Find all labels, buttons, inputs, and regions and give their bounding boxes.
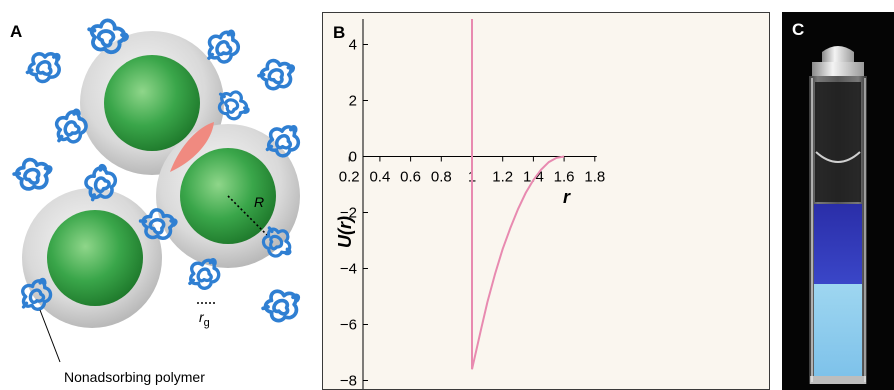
cuvette-headspace <box>815 82 861 202</box>
polymer-coil <box>25 52 61 84</box>
panel-a-letter: A <box>10 22 23 41</box>
y-tick-label: −8 <box>340 373 357 390</box>
radius-label: R <box>254 194 264 210</box>
x-tick-label: 0.2 <box>339 169 360 186</box>
x-tick-label: 1.8 <box>584 169 605 186</box>
radius-marker <box>227 195 269 237</box>
y-tick-label: −2 <box>340 205 357 222</box>
y-tick-label: 2 <box>349 93 357 110</box>
polymer-coil <box>9 153 54 197</box>
polymer-caption: Nonadsorbing polymer <box>64 369 205 385</box>
y-tick-label: −4 <box>340 261 357 278</box>
y-ticks: 4 2 0 −2 −4 −6 −8 <box>340 37 368 390</box>
colloid-rich-phase <box>814 284 862 376</box>
particle-core <box>47 210 143 306</box>
y-axis-label: U(r) <box>335 216 355 248</box>
x-tick-label: 0.6 <box>400 169 421 186</box>
cuvette-photo <box>809 46 867 384</box>
rg-label: rg <box>199 309 210 329</box>
x-tick-label: 1.6 <box>554 169 575 186</box>
particle-core <box>104 55 200 151</box>
panel-c: C <box>782 12 894 390</box>
overlap-volume <box>170 122 214 172</box>
y-tick-label: 4 <box>349 37 357 54</box>
panel-b-letter: B <box>333 23 346 42</box>
caption-pointer <box>39 309 61 363</box>
polymer-coil <box>259 287 302 326</box>
panel-c-letter: C <box>792 20 805 39</box>
x-tick-label: 0.4 <box>369 169 390 186</box>
colloid-poor-phase <box>814 204 862 284</box>
cuvette-cap-base <box>812 62 864 76</box>
x-tick-label: 0.8 <box>431 169 452 186</box>
cuvette-bottom <box>810 376 866 384</box>
y-tick-label: −6 <box>340 317 357 334</box>
potential-curve <box>471 19 565 370</box>
colloid-polymer-illustration: R rg Nonadsorbing polymer <box>9 11 303 385</box>
y-tick-label: 0 <box>349 149 357 166</box>
panel-b: B 0.2 0.4 0.6 0.8 1 1.2 1.4 1.6 1.8 4 2 0 −2 −4 −6 −8 … <box>322 12 770 390</box>
polymer-coil <box>183 256 224 294</box>
panel-a: A R <box>0 0 318 390</box>
potential-chart: 0.2 0.4 0.6 0.8 1 1.2 1.4 1.6 1.8 420−2−4−6−8 r … <box>335 19 605 390</box>
polymer-coil <box>254 55 297 95</box>
cuvette-meniscus <box>815 151 861 163</box>
cuvette-cap <box>822 46 854 62</box>
x-axis-label: r <box>563 187 571 207</box>
x-tick-label: 1.2 <box>492 169 513 186</box>
